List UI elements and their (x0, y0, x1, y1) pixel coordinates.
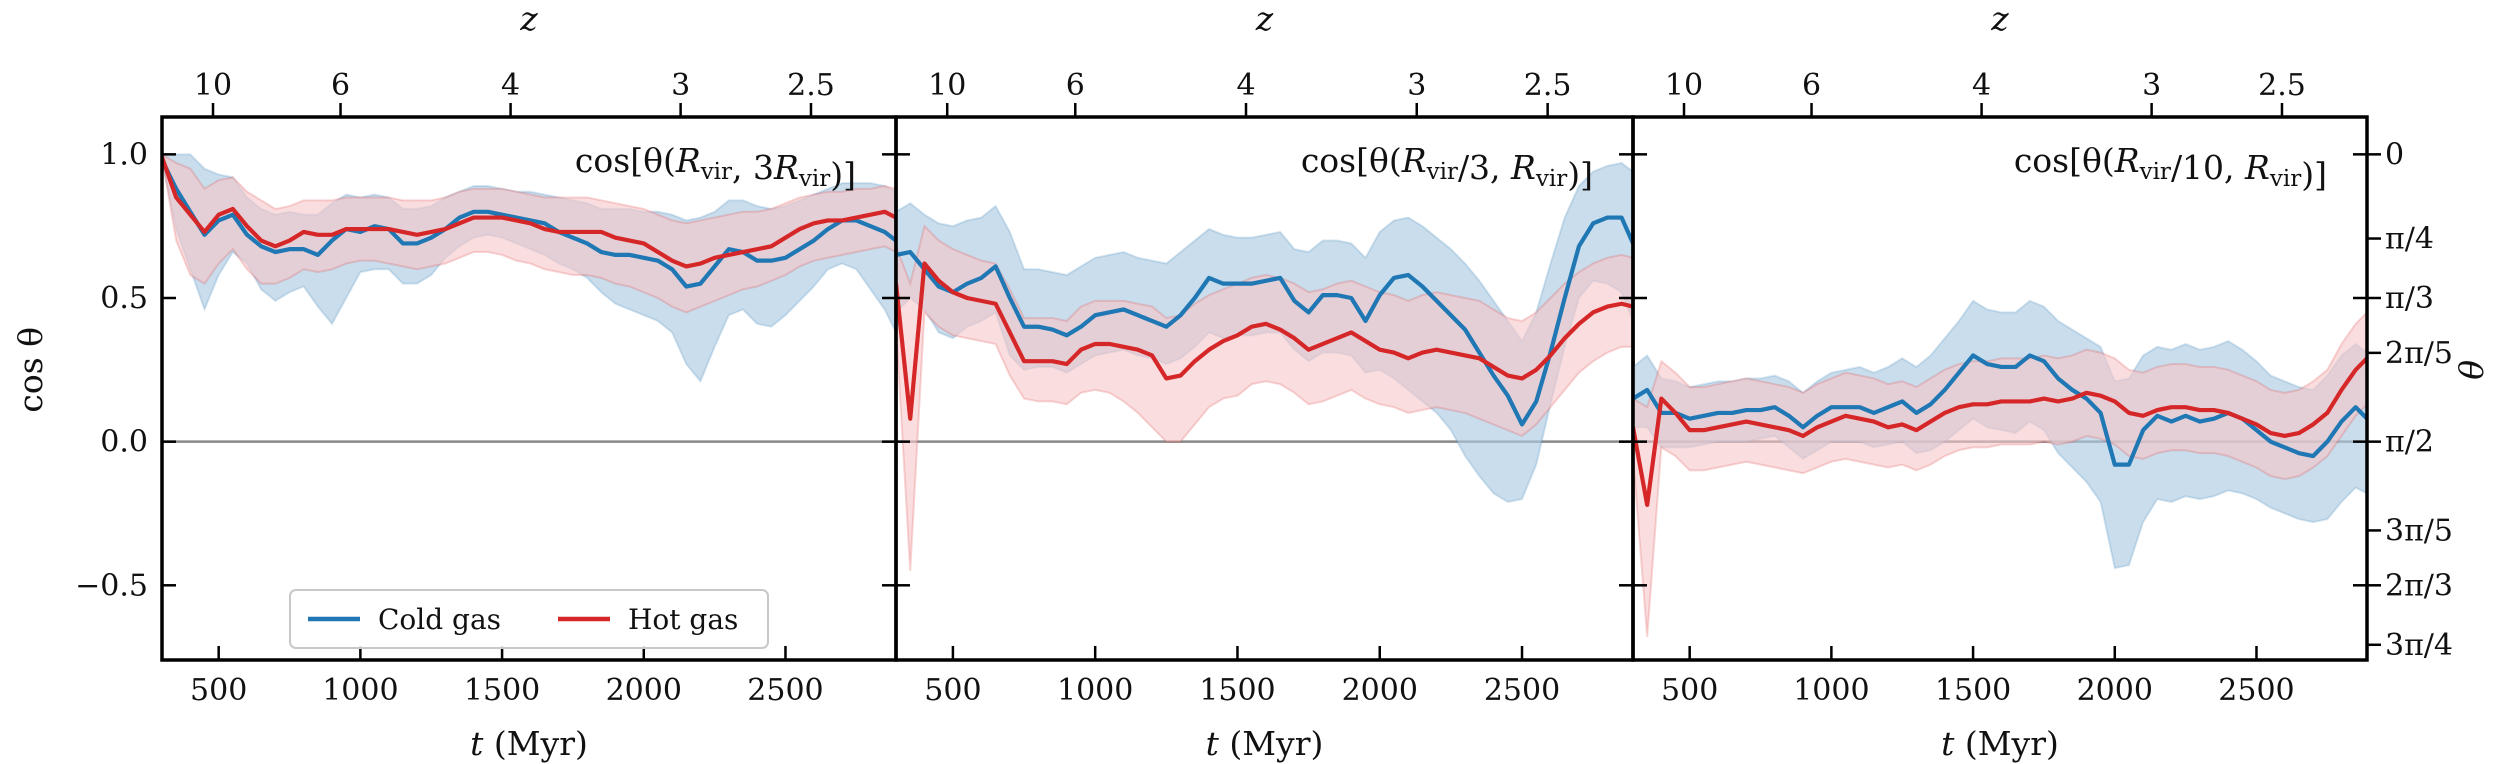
z-tick-label: 10 (928, 68, 966, 103)
theta-tick-label: 3π/5 (2385, 513, 2453, 548)
x-axis-label: t (Myr) (1941, 724, 2059, 763)
x-tick-label: 500 (924, 673, 981, 708)
plot-area (1633, 299, 2367, 638)
z-tick-label: 4 (1972, 68, 1991, 103)
x-axis-label: t (Myr) (470, 724, 588, 763)
theta-tick-label: 3π/4 (2385, 628, 2453, 663)
legend: Cold gas Hot gas (289, 589, 769, 649)
theta-tick-label: π/2 (2385, 425, 2434, 460)
y-tick-label: −0.5 (75, 568, 148, 603)
z-tick-label: 4 (501, 68, 520, 103)
x-tick-label: 2000 (1342, 673, 1418, 708)
panel-2: 500 1000 1500 2000 2500 10 6 4 3 2.5 t (Myr) z cos[θ… (894, 0, 1635, 763)
hot-gas-line (896, 261, 1633, 421)
y-tick-label: 0.5 (100, 281, 148, 316)
x-tick-label: 1000 (1057, 673, 1133, 708)
z-tick-label: 10 (194, 68, 232, 103)
z-tick-label: 6 (1802, 68, 1821, 103)
z-axis-label: z (1255, 0, 1274, 38)
x-tick-label: 2500 (2218, 673, 2294, 708)
theta-tick-label: π/4 (2385, 222, 2434, 257)
hot-gas-line (162, 156, 896, 269)
z-tick-label: 6 (331, 68, 350, 103)
legend-label: Hot gas (628, 603, 738, 636)
hot-gas-band (162, 153, 896, 314)
legend-label: Cold gas (378, 603, 501, 636)
z-tick-label: 10 (1665, 68, 1703, 103)
z-tick-label: 3 (1407, 68, 1426, 103)
theta-tick-label: 0 (2385, 137, 2404, 172)
x-axis-label: t (Myr) (1206, 724, 1324, 763)
plot-area (896, 161, 1633, 571)
x-tick-label: 2000 (606, 673, 682, 708)
x-tick-label: 2500 (1484, 673, 1560, 708)
cold-gas-line (896, 215, 1633, 427)
cold-gas-line (162, 159, 896, 289)
z-tick-label: 3 (671, 68, 690, 103)
hot-gas-line (1633, 356, 2367, 507)
theta-tick-label: 2π/5 (2385, 336, 2453, 371)
y-tick-label: 0.0 (100, 425, 148, 460)
x-tick-label: 1500 (1935, 673, 2011, 708)
z-axis-label: z (1990, 0, 2009, 38)
x-tick-label: 2500 (747, 673, 823, 708)
z-tick-label: 3 (2142, 68, 2161, 103)
plot-area (162, 153, 896, 443)
x-tick-label: 500 (190, 673, 247, 708)
z-axis-label: z (519, 0, 538, 38)
axes-frame (1631, 115, 2369, 662)
z-tick-label: 2.5 (2258, 68, 2306, 103)
panel-1: 500 1000 1500 2000 2500 10 6 4 3 2.5 1.0 0.5 0.0 −0.5… (75, 0, 898, 763)
theta-axis-label: θ (2452, 360, 2491, 380)
theta-tick-label: π/3 (2385, 281, 2434, 316)
x-tick-label: 2000 (2077, 673, 2153, 708)
z-tick-label: 4 (1236, 68, 1255, 103)
y-axis-label: cos θ (11, 327, 50, 413)
panel-3: 500 1000 1500 2000 2500 10 6 4 3 2.5 t (Myr) z cos[θ… (1631, 0, 2453, 763)
panel-title: cos[θ(Rvir, 3Rvir)] (575, 141, 856, 194)
y-tick-label: 1.0 (100, 137, 148, 172)
x-tick-label: 500 (1661, 673, 1718, 708)
theta-tick-label: 2π/3 (2385, 568, 2453, 603)
hot-gas-band (1633, 310, 2367, 638)
panel-title: cos[θ(Rvir/10, Rvir)] (2014, 141, 2327, 194)
legend-frame (289, 589, 769, 649)
x-tick-label: 1000 (1793, 673, 1869, 708)
x-tick-label: 1000 (322, 673, 398, 708)
panel-title: cos[θ(Rvir/3, Rvir)] (1301, 141, 1593, 194)
x-tick-label: 1500 (464, 673, 540, 708)
z-tick-label: 2.5 (1524, 68, 1572, 103)
z-tick-label: 6 (1066, 68, 1085, 103)
x-tick-label: 1500 (1199, 673, 1275, 708)
z-tick-label: 2.5 (787, 68, 835, 103)
